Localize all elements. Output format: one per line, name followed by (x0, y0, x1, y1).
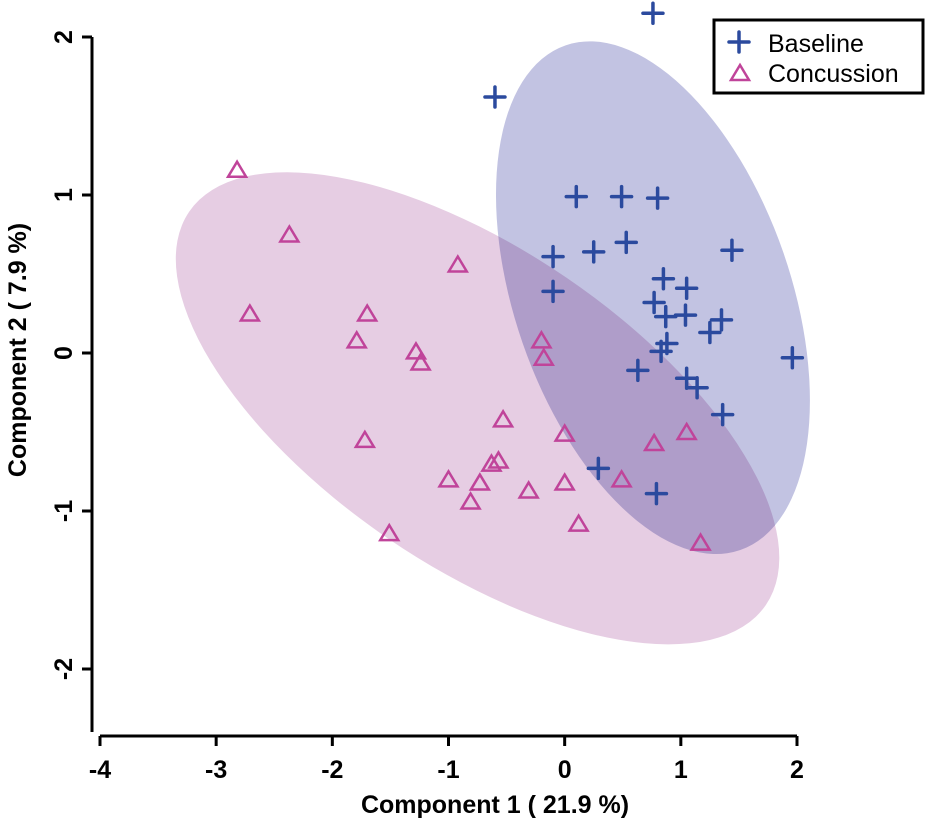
x-axis-title: Component 1 ( 21.9 %) (361, 791, 629, 819)
y-tick-label: 2 (50, 30, 78, 44)
baseline-point (586, 456, 611, 481)
x-tick-label: 0 (558, 756, 572, 784)
y-tick-label: -2 (50, 658, 78, 680)
baseline-point (483, 85, 507, 109)
concussion-point (553, 423, 576, 442)
baseline-point (780, 345, 805, 370)
x-tick-label: 2 (790, 756, 804, 784)
concussion-point (225, 159, 249, 178)
x-tick-label: 1 (674, 756, 688, 784)
x-tick-label: -2 (321, 756, 343, 784)
x-tick-label: -3 (205, 756, 227, 784)
concussion-point (567, 513, 590, 532)
concussion-point (459, 491, 482, 510)
y-tick-label: 1 (50, 188, 78, 202)
concussion-point (409, 352, 432, 371)
x-ticks: -4 -3 -2 -1 0 1 2 (89, 736, 804, 784)
baseline-point (674, 276, 699, 300)
concussion-point (532, 347, 555, 366)
baseline-point (644, 481, 669, 506)
concussion-point (689, 532, 712, 551)
legend-baseline-marker (727, 30, 751, 54)
baseline-point (645, 186, 670, 210)
concussion-point (437, 468, 460, 488)
concussion-point (345, 329, 368, 349)
x-tick-label: -4 (89, 756, 111, 784)
baseline-point (649, 339, 673, 364)
concussion-point (355, 303, 379, 322)
concussion-point (446, 254, 470, 273)
y-tick-label: 0 (50, 346, 78, 360)
baseline-point (609, 184, 634, 209)
concussion-point (517, 480, 540, 499)
baseline-point (651, 266, 676, 291)
baseline-point (581, 240, 606, 264)
baseline-point (710, 402, 735, 427)
data-points (225, 1, 805, 551)
y-ticks: -2 -1 0 1 2 (50, 30, 92, 680)
baseline-point (720, 238, 744, 263)
baseline-point (698, 320, 722, 345)
legend-concussion-marker (728, 62, 752, 82)
baseline-point (673, 303, 698, 327)
concussion-point (404, 340, 428, 360)
baseline-point (564, 184, 589, 209)
baseline-point (614, 230, 638, 255)
concussion-point (642, 432, 666, 452)
y-axis-title: Component 2 ( 7.9 %) (4, 223, 32, 477)
confidence-ellipses (175, 41, 810, 645)
baseline-point (541, 279, 565, 304)
legend: Baseline Concussion (712, 18, 925, 95)
baseline-point (674, 366, 699, 391)
concussion-point (675, 421, 698, 441)
x-tick-label: -1 (437, 756, 459, 784)
baseline-point (709, 308, 734, 332)
baseline-point (685, 376, 709, 400)
baseline-point (641, 1, 665, 26)
baseline-point (626, 358, 650, 383)
y-tick-label: -1 (50, 500, 78, 522)
concussion-point (278, 224, 301, 243)
legend-concussion-label: Concussion (768, 60, 899, 88)
baseline-point (541, 244, 565, 269)
legend-baseline-label: Baseline (768, 30, 864, 58)
concussion-point (530, 329, 553, 349)
concussion-point (491, 408, 515, 428)
concussion-point (487, 450, 510, 469)
baseline-point (642, 290, 666, 315)
baseline-point (653, 304, 678, 329)
concussion-point (553, 472, 576, 491)
concussion-point (468, 472, 492, 491)
concussion-ellipse (175, 172, 780, 645)
concussion-point (378, 522, 401, 542)
concussion-point (610, 468, 633, 488)
concussion-point (353, 429, 377, 449)
concussion-point (480, 453, 503, 472)
concussion-point (238, 303, 262, 322)
